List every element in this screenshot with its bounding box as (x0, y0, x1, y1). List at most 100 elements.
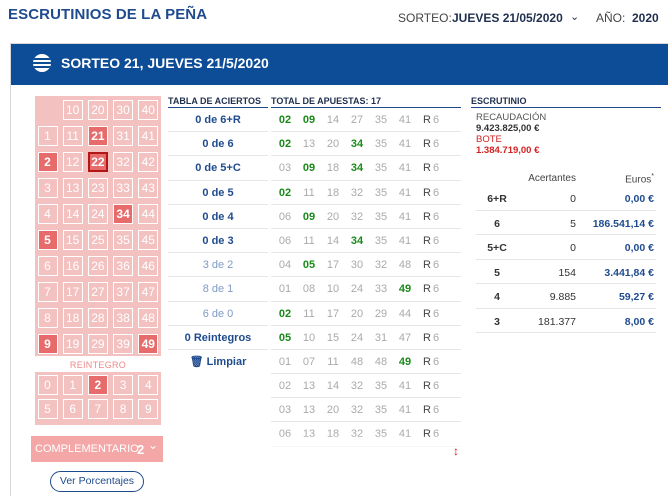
prize-winners: 0 (570, 193, 576, 205)
bet-row[interactable]: 03 09 18 34 35 41 R 6 (271, 156, 461, 181)
bet-row[interactable]: 01 08 10 24 33 49 R 6 (271, 277, 461, 302)
number-cell-14[interactable]: 14 (62, 203, 83, 224)
apuestas-list[interactable]: TOTAL DE APUESTAS: 17 02 09 14 27 35 41 R 6 02 13… (271, 96, 461, 458)
chevron-down-icon[interactable]: ⌄ (570, 11, 580, 23)
reintegro-cell-1[interactable]: 1 (62, 375, 83, 395)
number-cell-49[interactable]: 49 (138, 333, 159, 354)
reintegro-cell-7[interactable]: 7 (87, 399, 108, 419)
bet-number: 05 (302, 259, 316, 272)
number-cell-48[interactable]: 48 (138, 307, 159, 328)
bet-row[interactable]: 02 11 17 20 29 44 R 6 (271, 302, 461, 326)
number-cell-39[interactable]: 39 (113, 333, 134, 354)
bet-number: 02 (278, 114, 292, 126)
aciertos-row[interactable]: 0 Reintegros (168, 326, 268, 350)
scroll-arrows-icon[interactable]: ↕ (453, 444, 459, 458)
reintegro-cell-3[interactable]: 3 (113, 375, 134, 395)
complementario-dropdown[interactable]: COMPLEMENTARIO 2 ⌄ (31, 436, 163, 462)
reintegro-cell-5[interactable]: 5 (37, 399, 58, 419)
aciertos-row[interactable]: 0 de 5 (168, 181, 268, 205)
number-cell-1[interactable]: 1 (37, 125, 58, 146)
bet-row[interactable]: 06 09 20 32 35 41 R 6 (271, 205, 461, 229)
number-cell-2[interactable]: 2 (37, 151, 58, 172)
bet-row[interactable]: 05 10 15 24 31 47 R 6 (271, 326, 461, 350)
aciertos-row[interactable]: 3 de 2 (168, 253, 268, 278)
bet-row[interactable]: 02 11 18 32 35 41 R 6 (271, 181, 461, 205)
number-cell-3[interactable]: 3 (37, 177, 58, 198)
number-cell-33[interactable]: 33 (113, 177, 134, 198)
number-cell-24[interactable]: 24 (87, 203, 108, 224)
prize-amount: 3.441,84 € (604, 266, 654, 279)
number-cell-38[interactable]: 38 (113, 307, 134, 328)
reintegro-cell-6[interactable]: 6 (62, 399, 83, 419)
number-cell-11[interactable]: 11 (62, 125, 83, 146)
aciertos-row[interactable]: 0 de 3 (168, 229, 268, 254)
bet-number: 32 (350, 210, 364, 223)
number-cell-43[interactable]: 43 (138, 177, 159, 198)
bet-row[interactable]: 02 09 14 27 35 41 R 6 (271, 108, 461, 133)
number-cell-16[interactable]: 16 (62, 255, 83, 276)
bet-number: 33 (374, 283, 388, 296)
number-cell-35[interactable]: 35 (113, 229, 134, 250)
reintegro-cell-9[interactable]: 9 (138, 399, 159, 419)
reintegro-cell-0[interactable]: 0 (37, 375, 58, 395)
number-cell-45[interactable]: 45 (138, 229, 159, 250)
reintegro-cell-4[interactable]: 4 (138, 375, 159, 395)
number-cell-31[interactable]: 31 (113, 125, 134, 146)
number-cell-6[interactable]: 6 (37, 255, 58, 276)
number-cell-19[interactable]: 19 (62, 333, 83, 354)
bet-row[interactable]: 02 13 20 34 35 41 R 6 (271, 132, 461, 157)
bet-row[interactable]: 04 05 17 30 32 48 R 6 (271, 253, 461, 278)
number-cell-29[interactable]: 29 (87, 333, 108, 354)
bet-row[interactable]: 01 07 11 48 48 49 R 6 (271, 350, 461, 375)
number-cell-7[interactable]: 7 (37, 281, 58, 302)
reintegro-cell-2[interactable]: 2 (87, 375, 108, 395)
limpiar-button[interactable]: 🗑 Limpiar (168, 350, 268, 374)
sorteo-select[interactable]: JUEVES 21/05/2020 (452, 11, 563, 25)
aciertos-row[interactable]: 0 de 6 (168, 132, 268, 157)
prize-amount: 8,00 € (624, 315, 654, 328)
number-cell-15[interactable]: 15 (62, 229, 83, 250)
number-cell-37[interactable]: 37 (113, 281, 134, 302)
number-cell-36[interactable]: 36 (113, 255, 134, 276)
number-cell-12[interactable]: 12 (62, 151, 83, 172)
number-cell-27[interactable]: 27 (87, 281, 108, 302)
reintegro-cell-8[interactable]: 8 (113, 399, 134, 419)
lottery-ball-icon (33, 54, 51, 72)
bet-row[interactable]: 06 11 14 34 35 41 R 6 (271, 229, 461, 254)
number-cell-40[interactable]: 40 (138, 99, 159, 120)
number-cell-30[interactable]: 30 (113, 99, 134, 120)
bet-number: 35 (374, 234, 388, 247)
number-cell-34[interactable]: 34 (113, 203, 134, 224)
number-cell-25[interactable]: 25 (87, 229, 108, 250)
number-cell-21[interactable]: 21 (87, 125, 108, 146)
number-cell-22[interactable]: 22 (87, 151, 108, 172)
number-cell-10[interactable]: 10 (62, 99, 83, 120)
number-cell-32[interactable]: 32 (113, 151, 134, 172)
aciertos-row[interactable]: 8 de 1 (168, 277, 268, 302)
number-cell-47[interactable]: 47 (138, 281, 159, 302)
number-cell-4[interactable]: 4 (37, 203, 58, 224)
number-cell-9[interactable]: 9 (37, 333, 58, 354)
number-cell-13[interactable]: 13 (62, 177, 83, 198)
number-cell-5[interactable]: 5 (37, 229, 58, 250)
chevron-down-icon: ⌄ (148, 438, 159, 452)
anio-select[interactable]: 2020 (632, 11, 659, 25)
bet-row[interactable]: 02 13 14 32 35 41 R 6 (271, 374, 461, 399)
aciertos-row[interactable]: 6 de 0 (168, 302, 268, 326)
aciertos-row[interactable]: 0 de 6+R (168, 108, 268, 133)
number-cell-42[interactable]: 42 (138, 151, 159, 172)
number-cell-17[interactable]: 17 (62, 281, 83, 302)
aciertos-row[interactable]: 0 de 4 (168, 205, 268, 229)
number-cell-46[interactable]: 46 (138, 255, 159, 276)
number-cell-26[interactable]: 26 (87, 255, 108, 276)
number-cell-41[interactable]: 41 (138, 125, 159, 146)
number-cell-28[interactable]: 28 (87, 307, 108, 328)
number-cell-18[interactable]: 18 (62, 307, 83, 328)
number-cell-44[interactable]: 44 (138, 203, 159, 224)
number-cell-8[interactable]: 8 (37, 307, 58, 328)
number-cell-20[interactable]: 20 (87, 99, 108, 120)
bet-row[interactable]: 03 13 20 32 35 41 R 6 (271, 398, 461, 423)
ver-porcentajes-button[interactable]: Ver Porcentajes (50, 471, 144, 492)
aciertos-row[interactable]: 0 de 5+C (168, 156, 268, 181)
number-cell-23[interactable]: 23 (87, 177, 108, 198)
